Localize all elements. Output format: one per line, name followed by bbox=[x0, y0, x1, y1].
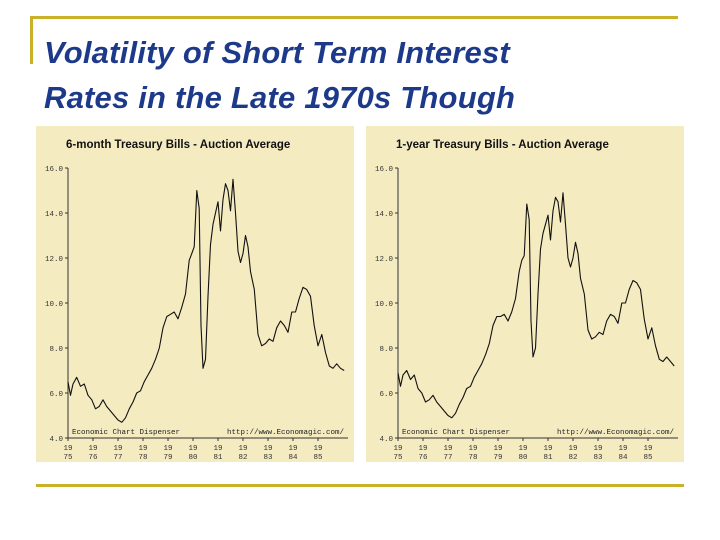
x-tick-label-year: 77 bbox=[443, 454, 452, 462]
chart-panel-1-year: 1-year Treasury Bills - Auction Average 1… bbox=[366, 126, 684, 462]
x-tick-label-year: 84 bbox=[618, 454, 628, 462]
chart-footer-url: http://www.Economagic.com/ bbox=[227, 429, 345, 437]
chart-footer-url: http://www.Economagic.com/ bbox=[557, 429, 675, 437]
x-tick-label-year: 80 bbox=[518, 454, 528, 462]
x-tick-label-century: 19 bbox=[63, 445, 72, 453]
y-tick-label: 14.0 bbox=[45, 211, 64, 219]
chart-title: 6-month Treasury Bills - Auction Average bbox=[66, 139, 290, 151]
chart-1-year-treasury-bills: 1-year Treasury Bills - Auction Average 1… bbox=[375, 139, 678, 462]
x-tick-label-century: 19 bbox=[238, 445, 247, 453]
x-tick-label-century: 19 bbox=[393, 445, 402, 453]
y-tick-label: 4.0 bbox=[379, 436, 393, 444]
x-tick-label-year: 83 bbox=[593, 454, 603, 462]
series-line bbox=[67, 178, 345, 423]
x-tick-label-year: 77 bbox=[113, 454, 122, 462]
x-tick-label-century: 19 bbox=[188, 445, 197, 453]
x-tick-label-century: 19 bbox=[568, 445, 577, 453]
slide-title-line-1: Volatility of Short Term Interest bbox=[44, 35, 510, 70]
y-tick-label: 10.0 bbox=[45, 301, 64, 309]
x-tick-label-century: 19 bbox=[418, 445, 427, 453]
series-line bbox=[397, 192, 675, 419]
x-tick-label-year: 78 bbox=[138, 454, 147, 462]
slide-title-line-2: Rates in the Late 1970s Though bbox=[44, 80, 516, 115]
x-tick-label-century: 19 bbox=[263, 445, 272, 453]
chart-6-month-treasury-bills: 6-month Treasury Bills - Auction Average… bbox=[45, 139, 348, 462]
x-tick-label-century: 19 bbox=[643, 445, 652, 453]
chart-title: 1-year Treasury Bills - Auction Average bbox=[396, 139, 609, 151]
chart-footer-source: Economic Chart Dispenser bbox=[402, 429, 510, 437]
x-tick-label-year: 85 bbox=[313, 454, 323, 462]
chart-panel-6-month: 6-month Treasury Bills - Auction Average… bbox=[36, 126, 354, 462]
x-tick-label-century: 19 bbox=[288, 445, 297, 453]
top-accent-rule bbox=[30, 16, 678, 19]
x-tick-label-year: 75 bbox=[393, 454, 403, 462]
x-tick-label-century: 19 bbox=[88, 445, 97, 453]
y-tick-label: 6.0 bbox=[379, 391, 393, 399]
x-tick-label-year: 81 bbox=[543, 454, 553, 462]
y-tick-label: 4.0 bbox=[49, 436, 63, 444]
y-tick-label: 10.0 bbox=[375, 301, 394, 309]
x-tick-label-century: 19 bbox=[543, 445, 552, 453]
x-tick-label-year: 85 bbox=[643, 454, 653, 462]
bottom-accent-rule bbox=[36, 484, 684, 487]
slide-title: Volatility of Short Term Interest Rates … bbox=[44, 30, 684, 120]
x-tick-label-century: 19 bbox=[493, 445, 502, 453]
x-tick-label-year: 76 bbox=[418, 454, 428, 462]
x-tick-label-century: 19 bbox=[163, 445, 172, 453]
y-tick-label: 8.0 bbox=[379, 346, 393, 354]
x-tick-label-year: 79 bbox=[493, 454, 502, 462]
x-tick-label-century: 19 bbox=[313, 445, 322, 453]
x-tick-label-century: 19 bbox=[138, 445, 147, 453]
x-tick-label-year: 76 bbox=[88, 454, 98, 462]
x-tick-label-century: 19 bbox=[443, 445, 452, 453]
y-tick-label: 16.0 bbox=[375, 166, 394, 174]
x-tick-label-year: 84 bbox=[288, 454, 298, 462]
y-tick-label: 16.0 bbox=[45, 166, 64, 174]
y-tick-label: 12.0 bbox=[45, 256, 64, 264]
y-tick-label: 6.0 bbox=[49, 391, 63, 399]
x-tick-label-year: 80 bbox=[188, 454, 198, 462]
x-tick-label-year: 79 bbox=[163, 454, 172, 462]
x-tick-label-century: 19 bbox=[518, 445, 527, 453]
x-tick-label-century: 19 bbox=[618, 445, 627, 453]
left-accent-rule bbox=[30, 16, 33, 64]
chart-footer-source: Economic Chart Dispenser bbox=[72, 429, 180, 437]
y-tick-label: 8.0 bbox=[49, 346, 63, 354]
x-tick-label-year: 82 bbox=[238, 454, 247, 462]
x-tick-label-year: 83 bbox=[263, 454, 273, 462]
x-tick-label-century: 19 bbox=[113, 445, 122, 453]
x-tick-label-year: 78 bbox=[468, 454, 477, 462]
y-tick-label: 14.0 bbox=[375, 211, 394, 219]
x-tick-label-year: 81 bbox=[213, 454, 223, 462]
y-tick-label: 12.0 bbox=[375, 256, 394, 264]
x-tick-label-century: 19 bbox=[593, 445, 602, 453]
x-tick-label-year: 75 bbox=[63, 454, 73, 462]
x-tick-label-century: 19 bbox=[468, 445, 477, 453]
x-tick-label-year: 82 bbox=[568, 454, 577, 462]
x-tick-label-century: 19 bbox=[213, 445, 222, 453]
